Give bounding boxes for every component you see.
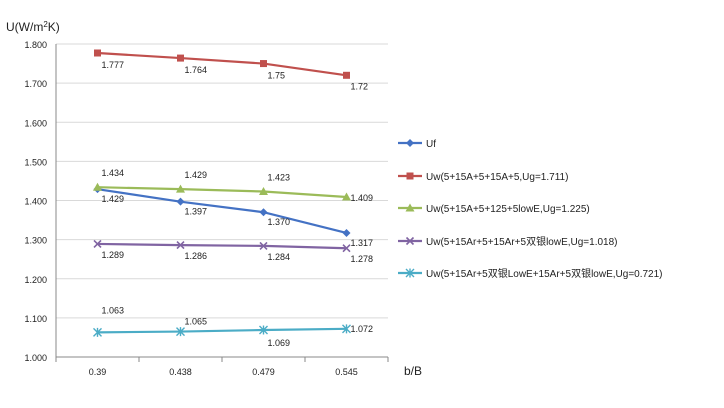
data-label: 1.397: [185, 207, 208, 217]
x-tick-label: 0.479: [252, 367, 275, 377]
series-line: [97, 51, 347, 77]
triangle-marker: [342, 192, 351, 201]
square-marker: [177, 54, 184, 62]
y-tick-label: 1.000: [24, 353, 47, 363]
y-tick-label: 1.200: [24, 275, 47, 285]
x-tick-label: 0.39: [89, 367, 107, 377]
legend-label: Uw(5+15A+5+125+5lowE,Ug=1.225): [426, 204, 590, 215]
data-label: 1.065: [185, 317, 208, 327]
data-label: 1.069: [268, 338, 291, 348]
data-label: 1.429: [185, 170, 208, 180]
triangle-marker: [176, 184, 185, 193]
data-label: 1.370: [268, 217, 291, 227]
data-label: 1.289: [102, 250, 125, 260]
triangle-marker: [93, 182, 102, 191]
x-marker: [176, 241, 185, 250]
y-tick-label: 1.500: [24, 157, 47, 167]
star-marker: [259, 325, 268, 335]
triangle-marker: [405, 203, 415, 212]
diamond-marker: [259, 208, 268, 217]
data-label: 1.764: [185, 65, 208, 75]
y-tick-label: 1.400: [24, 197, 47, 207]
data-label: 1.72: [351, 81, 369, 91]
y-axis-label: U(W/m2K): [6, 20, 60, 34]
x-axis-label: b/B: [404, 364, 422, 378]
legend-label: Uf: [426, 139, 436, 150]
data-label: 1.777: [102, 60, 125, 70]
square-marker: [260, 60, 267, 68]
series-line: [97, 186, 347, 199]
legend-label: Uw(5+15Ar+5双银LowE+15Ar+5双银lowE,Ug=0.721): [426, 267, 663, 280]
data-label: 1.317: [351, 238, 374, 248]
x-tick-label: 0.545: [335, 367, 358, 377]
data-labels: 1.429 1.397 1.370 1.317 1.777 1.764 1.75 1.72 1.…: [102, 60, 374, 348]
diamond-marker: [406, 139, 414, 147]
y-tick-label: 1.600: [24, 118, 47, 128]
gridlines: [55, 43, 389, 362]
star-marker: [405, 268, 415, 278]
y-tick-label: 1.700: [24, 79, 47, 89]
data-label: 1.072: [351, 324, 374, 334]
y-tick-label: 1.100: [24, 314, 47, 324]
data-label: 1.286: [185, 251, 208, 261]
x-tick-label: 0.438: [169, 367, 192, 377]
series-lines: [93, 49, 351, 337]
series-line: [97, 327, 347, 334]
data-label: 1.423: [268, 173, 291, 183]
data-label: 1.278: [351, 254, 374, 264]
legend-label: Uw(5+15A+5+15A+5,Ug=1.711): [426, 172, 568, 183]
y-tick-label: 1.300: [24, 236, 47, 246]
data-label: 1.063: [102, 305, 125, 315]
data-label: 1.434: [102, 168, 125, 178]
diamond-marker: [342, 228, 351, 237]
y-tick-labels: 1.000 1.100 1.200 1.300 1.400 1.500 1.600 1.700…: [24, 40, 47, 363]
axes: [55, 44, 388, 358]
legend-label: Uw(5+15Ar+5+15Ar+5双银lowE,Ug=1.018): [426, 235, 618, 248]
series-line: [97, 188, 347, 235]
square-marker: [406, 172, 414, 180]
y-tick-label: 1.800: [24, 40, 47, 50]
data-label: 1.409: [351, 193, 374, 203]
x-tick-labels: 0.39 0.438 0.479 0.545: [89, 367, 358, 377]
x-marker: [259, 241, 268, 250]
triangle-marker: [259, 187, 268, 196]
x-marker: [342, 244, 351, 253]
star-marker: [176, 327, 185, 337]
x-marker: [93, 239, 102, 248]
x-marker: [405, 236, 415, 246]
data-label: 1.284: [268, 252, 291, 262]
square-marker: [94, 49, 101, 57]
diamond-marker: [176, 197, 185, 206]
legend: Uf Uw(5+15A+5+15A+5,Ug=1.711) Uw(5+15A+5+1…: [398, 139, 663, 280]
series-line: [97, 242, 347, 250]
square-marker: [343, 71, 350, 79]
star-marker: [93, 327, 102, 337]
data-label: 1.75: [268, 71, 286, 81]
data-label: 1.429: [102, 194, 125, 204]
star-marker: [342, 324, 351, 334]
